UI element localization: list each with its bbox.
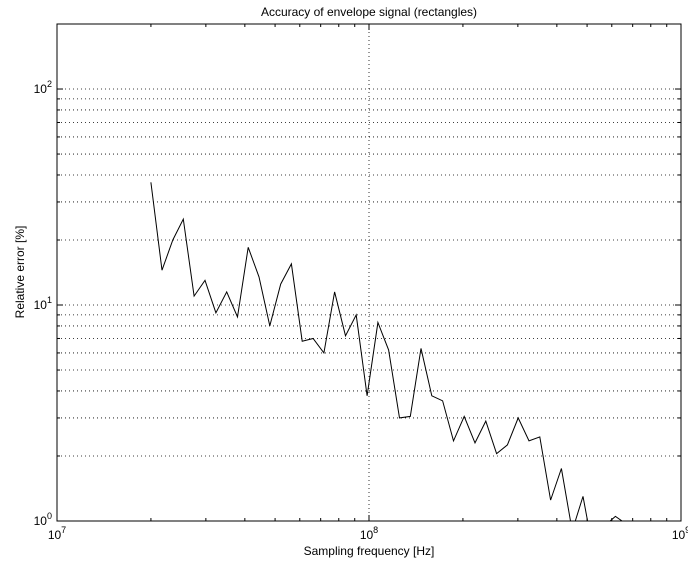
x-tick-label: 108 xyxy=(360,525,378,542)
chart-title: Accuracy of envelope signal (rectangles) xyxy=(261,5,477,19)
x-tick-label: 107 xyxy=(48,525,66,542)
y-axis-label: Relative error [%] xyxy=(13,226,27,319)
x-axis-label: Sampling frequency [Hz] xyxy=(304,544,435,558)
y-tick-label: 102 xyxy=(34,79,52,96)
y-tick-label: 101 xyxy=(34,295,52,312)
y-tick-label: 100 xyxy=(34,511,52,528)
axis-ticks xyxy=(56,23,681,522)
tick-labels: 107 108 109 100 101 102 xyxy=(34,79,688,542)
series-line-0 xyxy=(150,182,623,521)
series-layer xyxy=(150,182,623,521)
x-tick-label: 109 xyxy=(672,525,688,542)
